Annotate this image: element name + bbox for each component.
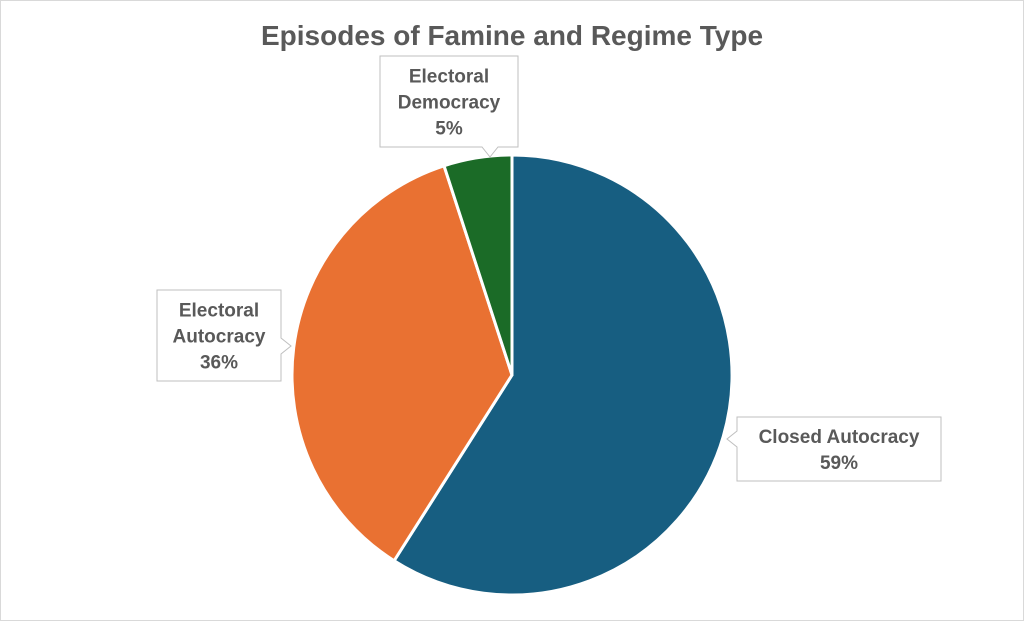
chart-title: Episodes of Famine and Regime Type [260, 20, 764, 51]
pie-slice-electoral-democracy [442, 153, 514, 377]
pie-callouts: Closed Autocracy 59% Electoral Autocracy 36%… [156, 55, 942, 482]
data-label-category: Democracy [398, 93, 501, 114]
data-label-category: Autocracy [173, 327, 266, 348]
callout-box [726, 416, 942, 482]
data-label-closed-autocracy: Closed Autocracy 59% [726, 416, 942, 482]
data-label-value: 5% [435, 119, 463, 140]
callout-box [379, 55, 519, 158]
data-label-value: 59% [820, 453, 858, 474]
data-label-electoral-democracy: Electoral Democracy 5% [379, 55, 519, 158]
data-label-category: Electoral [179, 301, 259, 322]
callout-box [156, 289, 292, 382]
pie-slices [290, 153, 734, 597]
data-label-electoral-autocracy: Electoral Autocracy 36% [156, 289, 292, 382]
data-label-value: 36% [200, 353, 238, 374]
pie-slice-electoral-autocracy [290, 164, 514, 563]
data-label-category: Electoral [409, 67, 489, 88]
data-label-category: Closed Autocracy [759, 427, 920, 448]
pie-slice-closed-autocracy [392, 153, 734, 597]
